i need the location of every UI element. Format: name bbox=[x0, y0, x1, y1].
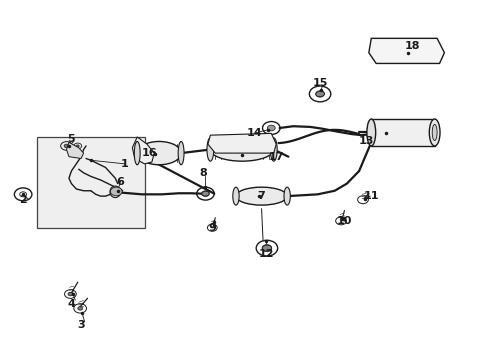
Ellipse shape bbox=[284, 187, 290, 205]
Circle shape bbox=[315, 91, 324, 97]
Ellipse shape bbox=[110, 186, 121, 198]
Ellipse shape bbox=[232, 187, 239, 205]
Ellipse shape bbox=[270, 138, 277, 161]
Text: 2: 2 bbox=[19, 195, 26, 205]
Text: 10: 10 bbox=[336, 216, 351, 226]
Text: 16: 16 bbox=[142, 148, 157, 158]
Ellipse shape bbox=[178, 141, 183, 165]
Text: 18: 18 bbox=[404, 41, 420, 50]
Ellipse shape bbox=[428, 119, 439, 146]
Circle shape bbox=[201, 191, 209, 197]
Text: 7: 7 bbox=[257, 191, 265, 201]
Text: 14: 14 bbox=[246, 129, 262, 138]
Polygon shape bbox=[132, 137, 154, 164]
Polygon shape bbox=[207, 134, 276, 153]
Ellipse shape bbox=[366, 119, 375, 146]
Text: 15: 15 bbox=[312, 78, 327, 88]
Ellipse shape bbox=[236, 187, 286, 205]
Text: 6: 6 bbox=[116, 177, 124, 187]
Text: 11: 11 bbox=[363, 191, 378, 201]
Circle shape bbox=[68, 292, 73, 296]
Bar bbox=[37, 137, 144, 228]
Bar bbox=[370, 119, 434, 146]
Circle shape bbox=[110, 187, 122, 196]
Ellipse shape bbox=[134, 141, 140, 165]
Circle shape bbox=[267, 125, 275, 131]
Circle shape bbox=[78, 307, 82, 310]
Text: 8: 8 bbox=[199, 168, 206, 178]
Ellipse shape bbox=[210, 138, 273, 161]
Text: 3: 3 bbox=[77, 320, 85, 330]
Ellipse shape bbox=[431, 125, 436, 140]
Circle shape bbox=[262, 244, 271, 252]
Text: 13: 13 bbox=[358, 136, 373, 145]
Polygon shape bbox=[368, 39, 444, 63]
Text: 5: 5 bbox=[67, 134, 75, 144]
Circle shape bbox=[76, 145, 79, 147]
Text: 4: 4 bbox=[67, 299, 75, 309]
Ellipse shape bbox=[206, 138, 213, 161]
Ellipse shape bbox=[137, 141, 181, 165]
Text: 9: 9 bbox=[208, 224, 216, 233]
Text: 12: 12 bbox=[258, 248, 274, 258]
Polygon shape bbox=[66, 142, 83, 158]
Text: 17: 17 bbox=[268, 152, 284, 162]
Text: 1: 1 bbox=[121, 159, 129, 169]
Circle shape bbox=[64, 144, 69, 148]
